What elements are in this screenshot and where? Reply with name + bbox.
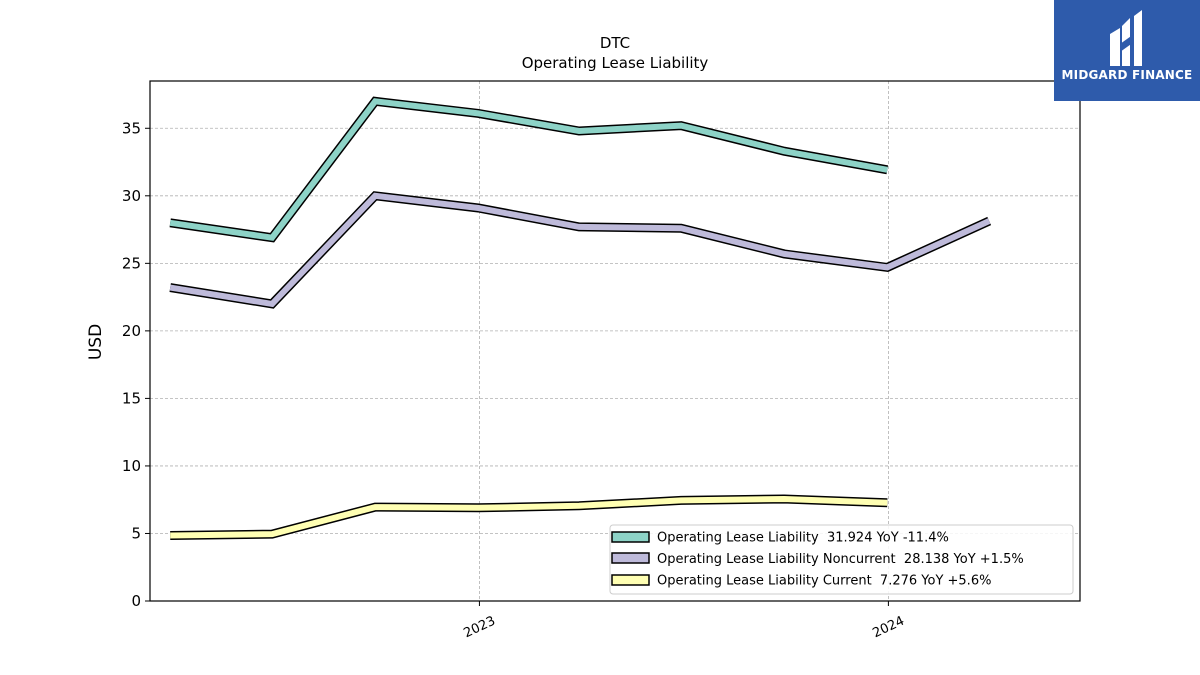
legend-swatch-noncurrent [611,552,650,564]
x-tick-label: 2024 [870,614,906,642]
series-line-1 [169,192,991,308]
y-tick-label: 5 [131,524,141,542]
y-tick-label: 20 [122,322,141,340]
legend-label-current: Operating Lease Liability Current 7.276 … [657,574,991,589]
y-tick-label: 25 [122,254,141,272]
brand-logo: MIDGARD FINANCE [1054,0,1200,101]
legend-swatch-total [611,531,650,543]
legend-label-noncurrent: Operating Lease Liability Noncurrent 28.… [657,552,1024,567]
series-lines [169,96,992,540]
legend-box [609,524,1074,595]
y-tick-label: 15 [122,389,141,407]
y-tick-label: 30 [122,187,141,205]
y-axis-label: USD [86,324,106,360]
logo-mark-icon [1110,10,1142,66]
legend: Operating Lease Liability 31.924 YoY -11… [609,524,1074,595]
legend-label-total: Operating Lease Liability 31.924 YoY -11… [657,531,949,546]
chart-subtitle: Operating Lease Liability [522,54,709,72]
y-tick-label: 0 [131,592,141,610]
y-tick-label: 10 [122,457,141,475]
plot-frame [149,80,1081,602]
grid [150,81,1080,602]
logo-text: MIDGARD FINANCE [1061,68,1193,82]
chart-title: DTC [600,34,630,52]
series-line-2 [170,495,888,539]
x-tick-label: 2023 [461,614,497,642]
y-tick-label: 35 [122,119,141,137]
legend-swatch-current [611,574,650,586]
series-line-0 [169,98,888,241]
